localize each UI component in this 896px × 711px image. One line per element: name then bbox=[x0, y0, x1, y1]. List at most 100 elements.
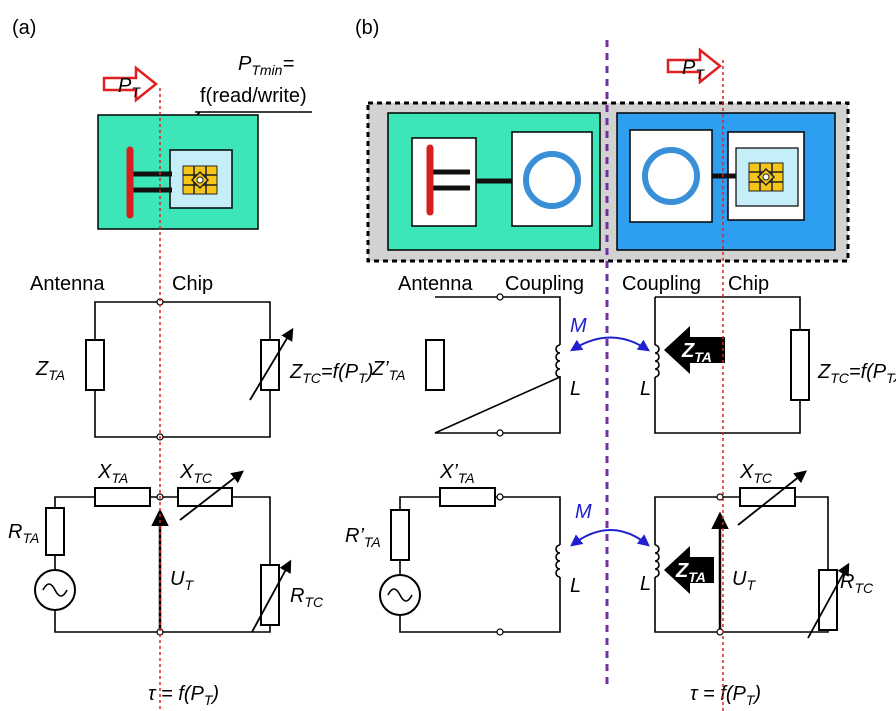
text-part: X’ bbox=[439, 461, 458, 483]
text-part: Z bbox=[681, 340, 695, 362]
component-label: L bbox=[640, 573, 651, 595]
subscript: TA bbox=[364, 534, 381, 550]
wire bbox=[434, 296, 561, 434]
node bbox=[496, 293, 504, 301]
component-label: UT bbox=[732, 568, 756, 593]
text-part: P bbox=[238, 53, 252, 75]
footer: τ = f(PT) bbox=[148, 683, 219, 708]
component-label: RTC bbox=[290, 585, 324, 610]
source bbox=[387, 588, 413, 602]
text-part: X bbox=[179, 461, 194, 483]
component-label: XTA bbox=[97, 461, 128, 486]
variable-arrow bbox=[249, 327, 294, 401]
component-label: M bbox=[575, 501, 592, 523]
text-part: τ = f(P bbox=[148, 683, 204, 705]
resistor bbox=[85, 339, 105, 391]
wire bbox=[94, 301, 271, 438]
wire bbox=[654, 296, 801, 434]
text-part: ) bbox=[210, 683, 219, 705]
resistor bbox=[439, 487, 496, 507]
antenna bbox=[432, 169, 470, 191]
node bbox=[496, 493, 504, 501]
subscript: T bbox=[184, 577, 194, 593]
variable-arrow bbox=[179, 470, 244, 521]
component-label: R’TA bbox=[345, 525, 381, 550]
component-label: L bbox=[640, 378, 651, 400]
text-part: ) bbox=[893, 361, 896, 383]
component-label: UT bbox=[170, 568, 194, 593]
antenna-box bbox=[411, 137, 477, 227]
subscript: TA bbox=[389, 367, 406, 383]
text-part: X bbox=[739, 461, 754, 483]
component-label: L bbox=[570, 378, 581, 400]
wire bbox=[399, 496, 561, 633]
text-part: ) bbox=[752, 683, 761, 705]
component-label: ZTC=f(PT) bbox=[817, 361, 896, 386]
annotation: f(read/write) bbox=[200, 85, 307, 107]
inductor bbox=[654, 544, 660, 578]
subscript: T bbox=[886, 370, 896, 386]
text-part: R’ bbox=[345, 525, 364, 547]
block-label: Chip bbox=[172, 273, 213, 295]
node bbox=[496, 628, 504, 636]
text-part: Z bbox=[675, 560, 689, 582]
block-label: Coupling bbox=[622, 273, 701, 295]
subscript: TC bbox=[854, 580, 874, 596]
component-label: X’TA bbox=[439, 461, 475, 486]
subscript: TA bbox=[458, 470, 475, 486]
component-label: XTC bbox=[179, 461, 213, 486]
subscript: TA bbox=[694, 349, 712, 365]
subscript: T bbox=[131, 84, 141, 100]
resistor bbox=[739, 487, 796, 507]
component-label: ZTA bbox=[681, 340, 712, 365]
resistor bbox=[390, 509, 410, 561]
text-part: =f(P bbox=[321, 361, 359, 383]
inductor bbox=[654, 344, 660, 378]
text-part: =f(P bbox=[849, 361, 887, 383]
subscript: TA bbox=[22, 530, 39, 546]
footer: τ = f(PT) bbox=[690, 683, 761, 708]
subscript: TA bbox=[111, 470, 128, 486]
subscript: T bbox=[746, 577, 756, 593]
text-part: Z bbox=[817, 361, 831, 383]
text-part: Z bbox=[35, 358, 49, 380]
subscript: TC bbox=[830, 370, 850, 386]
inductor bbox=[555, 544, 561, 578]
antenna bbox=[132, 171, 172, 193]
subscript: T bbox=[358, 370, 368, 386]
component-label: RTA bbox=[8, 521, 39, 546]
text-part: ) bbox=[365, 361, 374, 383]
text-part: R bbox=[290, 585, 304, 607]
subscript: T bbox=[204, 692, 214, 708]
component-label: ZTC=f(PT) bbox=[289, 361, 373, 386]
mutual-coupling bbox=[569, 336, 650, 352]
text-part: R bbox=[8, 521, 22, 543]
variable-arrow bbox=[807, 562, 850, 639]
chip-icon bbox=[748, 162, 784, 192]
input-label: PT bbox=[682, 57, 705, 82]
wire bbox=[54, 496, 271, 633]
subscript: TA bbox=[688, 569, 706, 585]
subscript: TC bbox=[753, 470, 773, 486]
panel-label: (b) bbox=[355, 17, 379, 39]
subscript: TC bbox=[304, 594, 324, 610]
text-part: P bbox=[682, 57, 696, 79]
text-part: U bbox=[170, 568, 185, 590]
resistor bbox=[790, 329, 810, 401]
subscript: T bbox=[695, 66, 705, 82]
text-part: U bbox=[732, 568, 747, 590]
block-label: Chip bbox=[728, 273, 769, 295]
subscript: TC bbox=[193, 470, 213, 486]
text-part: R bbox=[840, 571, 854, 593]
variable-arrow bbox=[737, 470, 807, 526]
chip-icon bbox=[182, 165, 218, 195]
source bbox=[42, 583, 68, 597]
resistor bbox=[177, 487, 233, 507]
component-label: ZTA bbox=[35, 358, 65, 383]
component-label: M bbox=[570, 315, 587, 337]
input-label: PT bbox=[118, 75, 141, 100]
text-part: Z’ bbox=[371, 358, 389, 380]
subscript: TA bbox=[48, 367, 65, 383]
inductor bbox=[555, 344, 561, 378]
